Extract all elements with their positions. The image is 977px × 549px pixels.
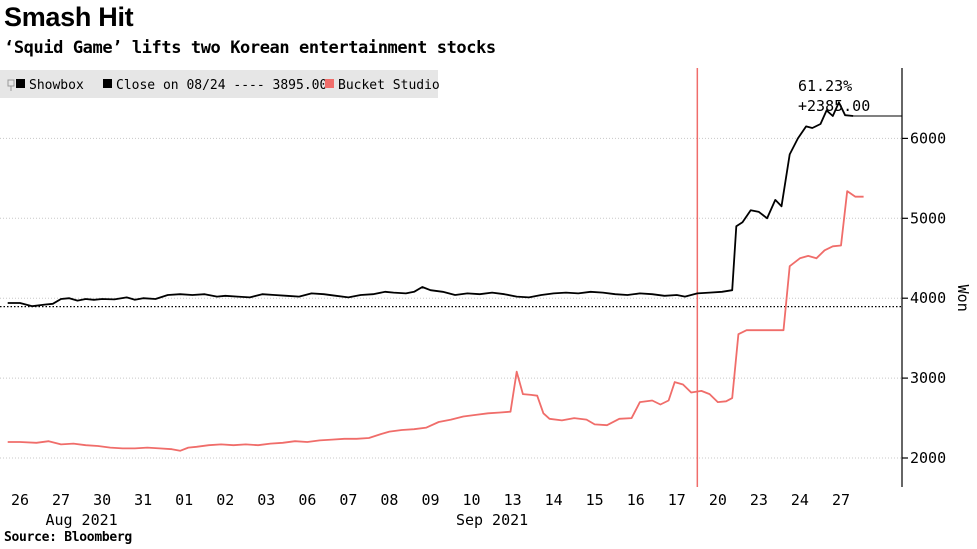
x-tick-label: 16 — [627, 491, 645, 509]
month-label: Sep 2021 — [456, 511, 528, 529]
legend-label-showbox: Showbox — [29, 78, 84, 93]
chart-subtitle: ‘Squid Game’ lifts two Korean entertainm… — [4, 38, 496, 58]
x-ticks: 26 27 30 31 01 02 03 06 07 08 09 10 13 14 15 16 17 20 23 24… — [11, 491, 850, 509]
x-tick-label: 02 — [216, 491, 234, 509]
legend: Showbox Close on 08/24 ---- 3895.00 Buck… — [0, 70, 440, 98]
x-tick-label: 08 — [380, 491, 398, 509]
x-tick-label: 13 — [504, 491, 522, 509]
series-line-showbox — [7, 101, 854, 308]
legend-swatch-bucket-studio — [325, 79, 334, 88]
x-tick-label: 14 — [545, 491, 563, 509]
x-tick-label: 07 — [339, 491, 357, 509]
legend-background — [0, 70, 438, 98]
x-tick-label: 24 — [791, 491, 809, 509]
x-tick-label: 27 — [52, 491, 70, 509]
month-labels: Aug 2021 Sep 2021 — [45, 511, 528, 529]
grid-layer — [0, 137, 902, 459]
x-tick-label: 15 — [586, 491, 604, 509]
pin-icon — [7, 79, 15, 91]
legend-label-bucket-studio: Bucket Studio — [338, 78, 440, 93]
series-line-bucket-studio — [7, 190, 864, 452]
x-tick-label: 30 — [93, 491, 111, 509]
month-label: Aug 2021 — [45, 511, 117, 529]
line-chart: 2000 3000 4000 5000 6000 Won 26 27 30 31 01 02 03 0… — [0, 68, 972, 529]
chart-title: Smash Hit — [4, 2, 134, 32]
annotation-percent: 61.23% — [798, 77, 852, 95]
x-tick-label: 01 — [175, 491, 193, 509]
x-tick-label: 06 — [298, 491, 316, 509]
x-tick-label: 26 — [11, 491, 29, 509]
y-tick-label: 3000 — [910, 369, 946, 387]
series-layer — [7, 101, 864, 452]
y-tick-label: 6000 — [910, 129, 946, 147]
legend-label-close: Close on 08/24 ---- 3895.00 — [116, 78, 327, 93]
annotation-change: +2385.00 — [798, 97, 870, 115]
y-ticks: 2000 3000 4000 5000 6000 — [902, 129, 946, 467]
x-tick-label: 10 — [463, 491, 481, 509]
y-tick-label: 5000 — [910, 209, 946, 227]
legend-swatch-showbox — [16, 79, 25, 88]
x-tick-label: 09 — [421, 491, 439, 509]
change-annotation: 61.23% +2385.00 — [798, 77, 902, 117]
x-tick-label: 23 — [750, 491, 768, 509]
x-tick-label: 17 — [668, 491, 686, 509]
source-note: Source: Bloomberg — [4, 530, 132, 545]
x-tick-label: 03 — [257, 491, 275, 509]
x-tick-label: 20 — [709, 491, 727, 509]
x-tick-label: 27 — [832, 491, 850, 509]
y-tick-label: 2000 — [910, 449, 946, 467]
y-axis-label: Won — [954, 285, 972, 312]
y-tick-label: 4000 — [910, 289, 946, 307]
x-tick-label: 31 — [134, 491, 152, 509]
legend-swatch-close — [103, 79, 112, 88]
